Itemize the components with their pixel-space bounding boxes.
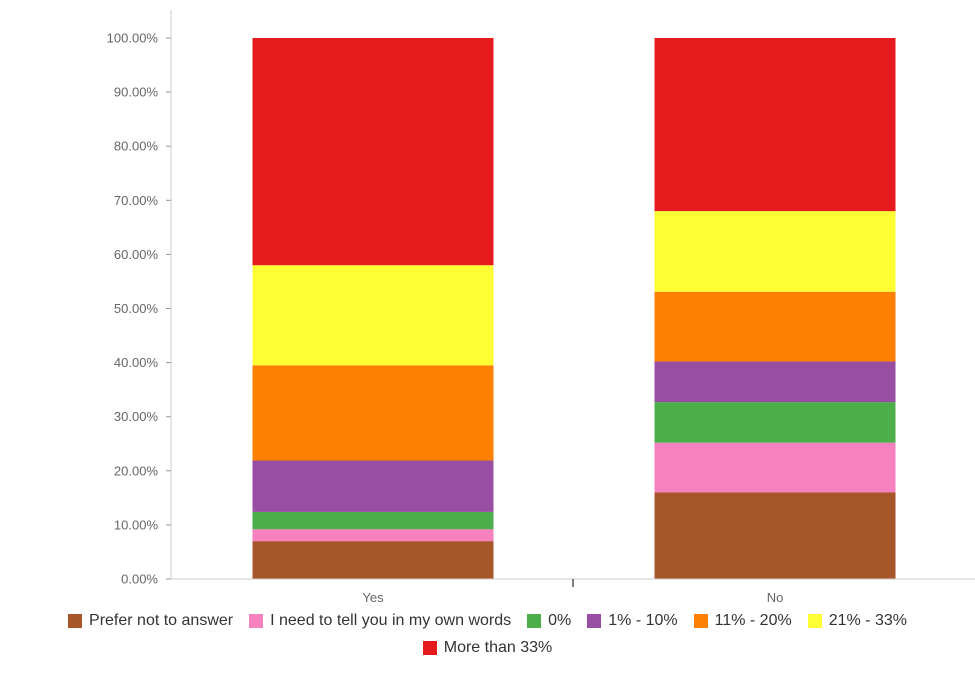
legend-item[interactable]: More than 33% [422, 639, 553, 657]
y-tick-label: 40.00% [114, 355, 159, 370]
legend-label: 21% - 33% [828, 612, 907, 629]
legend-label: 1% - 10% [608, 612, 678, 629]
legend-item[interactable]: I need to tell you in my own words [249, 612, 511, 630]
legend-item[interactable]: 1% - 10% [587, 612, 678, 630]
legend-label: 0% [548, 612, 572, 629]
legend-swatch [693, 614, 708, 628]
bar-segment [252, 511, 494, 530]
bar-segment [252, 38, 494, 266]
y-tick-label: 20.00% [114, 463, 159, 478]
bar-segment [252, 460, 494, 512]
bar-segment [654, 211, 896, 292]
legend-item[interactable]: 11% - 20% [693, 612, 792, 630]
legend-label: I need to tell you in my own words [270, 612, 512, 629]
bar-segment [252, 265, 494, 366]
y-tick-label: 100.00% [107, 31, 159, 46]
legend-swatch [807, 614, 822, 628]
y-tick-label: 50.00% [114, 301, 159, 316]
legend-swatch [422, 641, 437, 655]
x-axis: Yes No [171, 578, 975, 605]
legend-item[interactable]: Prefer not to answer [68, 612, 233, 630]
y-tick-label: 30.00% [114, 409, 159, 424]
y-tick-label: 10.00% [114, 517, 159, 532]
bar-segment [654, 291, 896, 362]
bar-segment [252, 541, 494, 579]
x-category-label: Yes [362, 590, 384, 605]
y-tick-label: 70.00% [114, 193, 159, 208]
bars [252, 38, 896, 579]
legend-swatch [527, 614, 542, 628]
x-category-label: No [767, 590, 784, 605]
y-tick-label: 60.00% [114, 247, 159, 262]
legend-item[interactable]: 21% - 33% [807, 612, 907, 630]
bar-segment [654, 38, 896, 212]
legend-swatch [68, 614, 83, 628]
bar-segment [654, 492, 896, 579]
y-tick-label: 0.00% [121, 572, 158, 587]
bar-segment [252, 365, 494, 461]
legend-item[interactable]: 0% [527, 612, 571, 630]
bar-segment [654, 361, 896, 403]
legend-swatch [249, 614, 264, 628]
legend-label: Prefer not to answer [89, 612, 234, 629]
bar-segment [654, 442, 896, 493]
legend-label: More than 33% [443, 639, 553, 656]
legend-label: 11% - 20% [714, 612, 792, 629]
y-axis: 0.00% 10.00% 20.00% 30.00% 40.00% 50.00% 60.00… [107, 10, 172, 587]
bar-segment [654, 402, 896, 443]
y-tick-label: 90.00% [114, 85, 159, 100]
legend: Prefer not to answer I need to tell you i… [0, 612, 975, 657]
legend-swatch [587, 614, 602, 628]
bar-segment [252, 529, 494, 542]
y-tick-label: 80.00% [114, 139, 159, 154]
